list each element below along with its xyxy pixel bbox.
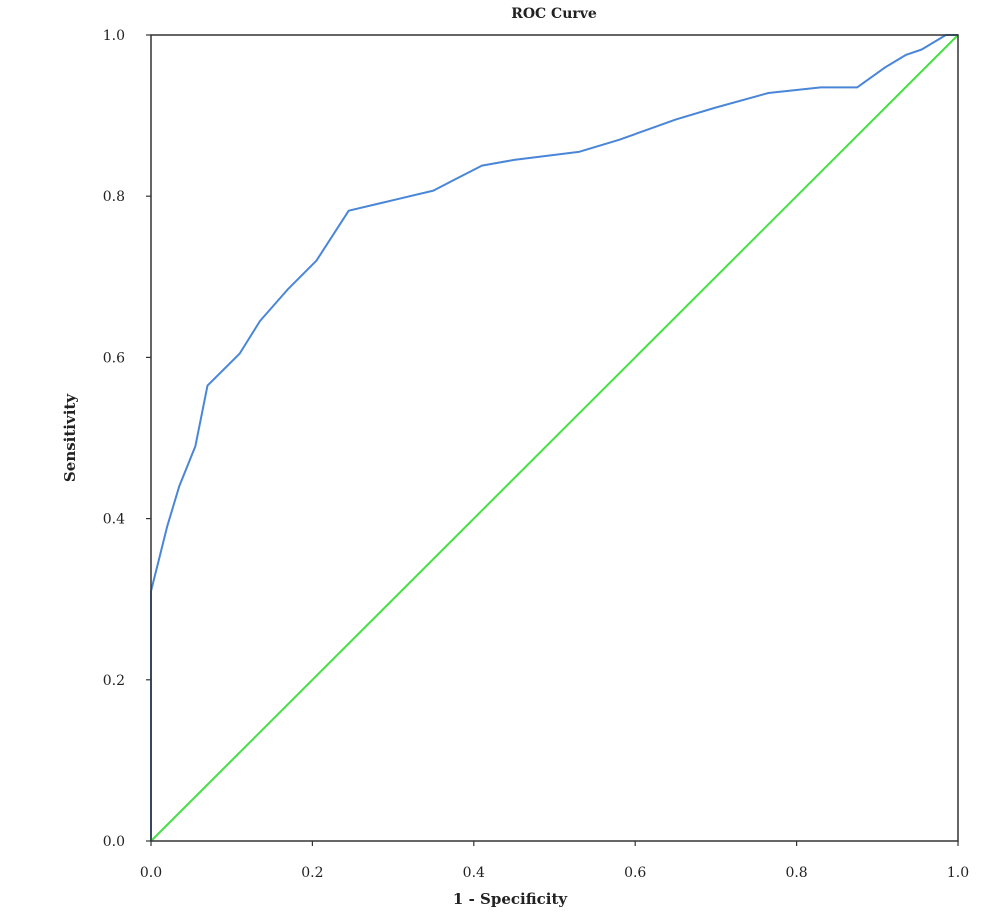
x-tick-label: 0.6 — [624, 865, 646, 881]
y-tick-label: 1.0 — [103, 28, 125, 44]
chart-title: ROC Curve — [511, 6, 597, 22]
y-tick-label: 0.4 — [103, 512, 125, 528]
x-tick-label: 1.0 — [947, 865, 969, 881]
x-axis-label: 1 - Specificity — [453, 890, 568, 908]
y-tick-label: 0.2 — [103, 673, 125, 689]
roc-curve-line — [150, 34, 958, 841]
x-tick-label: 0.2 — [301, 865, 323, 881]
y-tick-label: 0.6 — [103, 350, 125, 366]
series-layer — [150, 34, 959, 842]
plot-frame — [150, 34, 959, 842]
reference-diagonal-line — [150, 34, 959, 842]
x-axis: 0.0 0.2 0.4 0.6 0.8 1.0 — [140, 841, 969, 881]
y-tick-label: 0.0 — [103, 834, 125, 850]
y-tick-label: 0.8 — [103, 189, 125, 205]
x-tick-label: 0.0 — [140, 865, 162, 881]
x-tick-label: 0.8 — [785, 865, 807, 881]
y-axis: 0.0 0.2 0.4 0.6 0.8 1.0 — [103, 28, 151, 850]
x-tick-label: 0.4 — [463, 865, 485, 881]
y-axis-label: Sensitivity — [61, 393, 79, 482]
